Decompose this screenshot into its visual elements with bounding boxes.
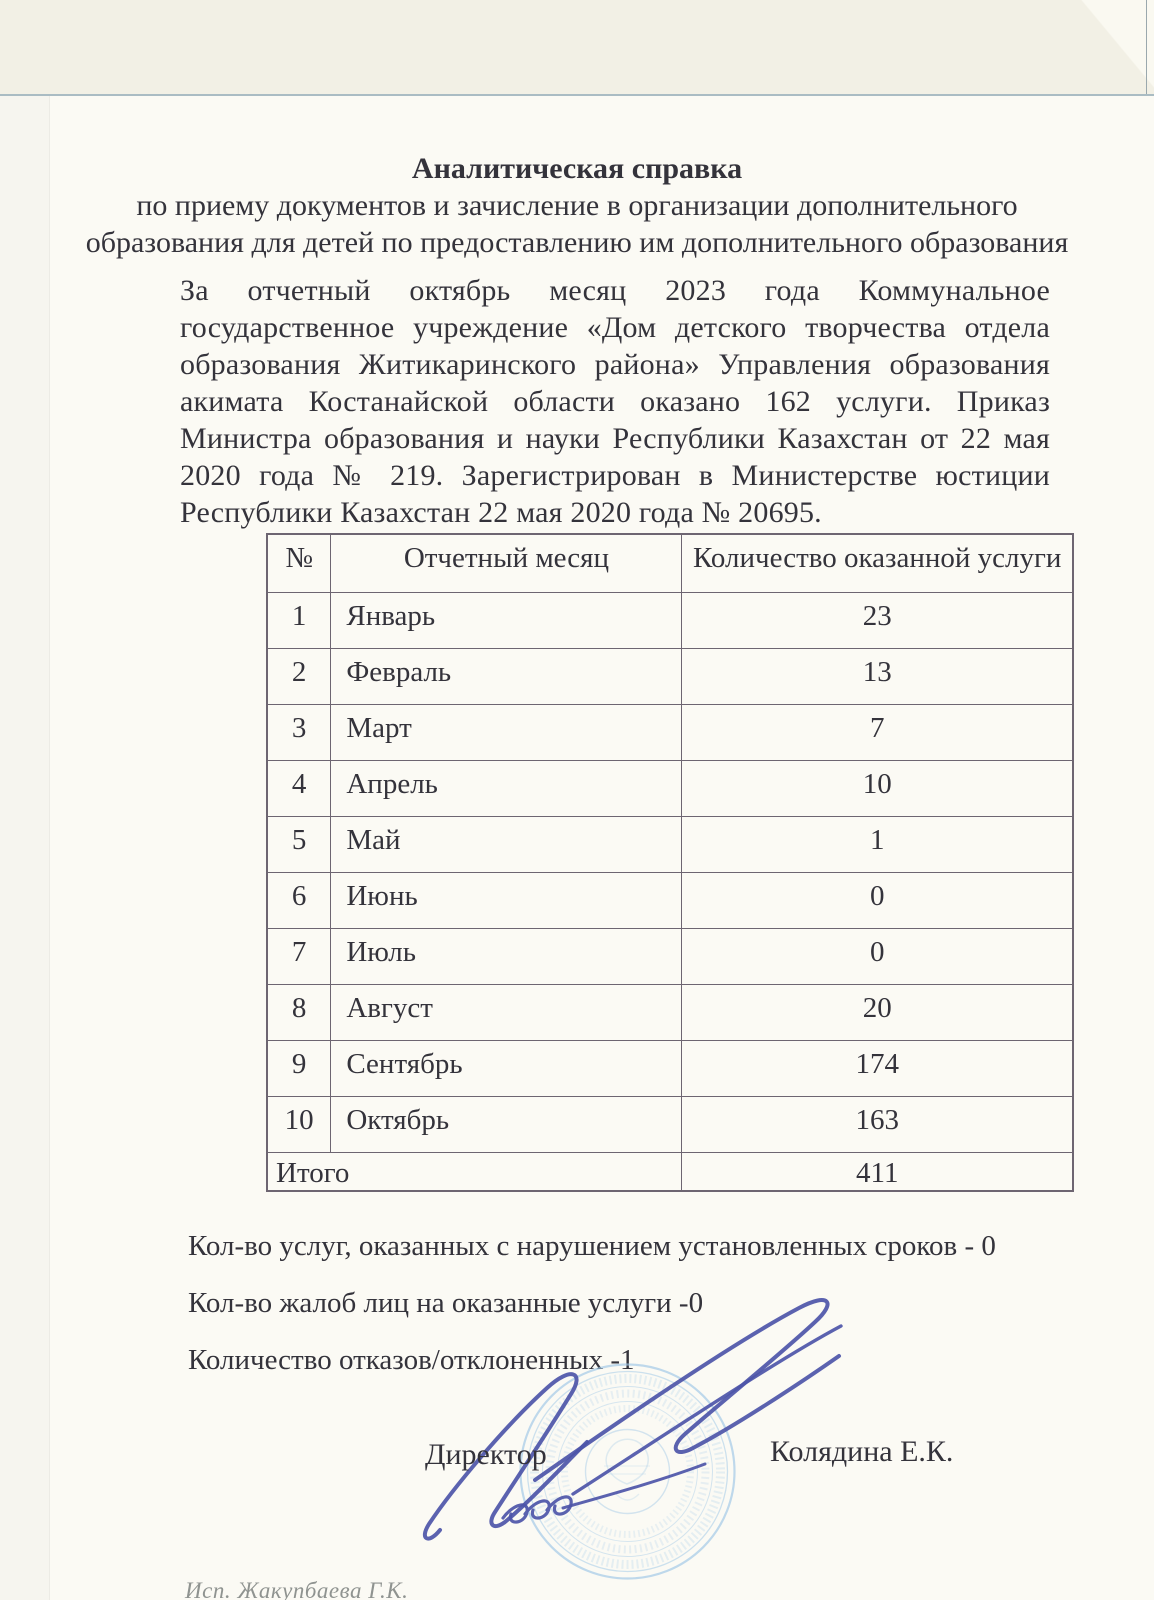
cell-num: 5 xyxy=(266,815,332,873)
cell-count: 13 xyxy=(681,647,1074,705)
cell-num: 2 xyxy=(266,647,332,705)
header-cell-count: Количество оказанной услуги xyxy=(681,533,1074,593)
signature-name-label: Колядина Е.К. xyxy=(770,1435,954,1468)
page-subtitle-line2: образования для детей по предоставлению … xyxy=(85,226,1069,259)
page-edge-line xyxy=(1146,0,1147,94)
table-header-row: № Отчетный месяц Количество оказанной ус… xyxy=(266,533,1074,593)
scanner-top-band xyxy=(0,0,1154,96)
cell-month: Май xyxy=(330,815,683,873)
cell-month: Август xyxy=(330,983,683,1041)
intro-paragraph: За отчетный октябрь месяц 2023 года Комм… xyxy=(180,274,1050,529)
table-row: 5 Май 1 xyxy=(266,815,1074,873)
table-row: 7 Июль 0 xyxy=(266,927,1074,985)
cell-count: 174 xyxy=(681,1039,1074,1097)
cell-month: Февраль xyxy=(330,647,683,705)
scan-left-edge-shade xyxy=(0,96,50,1600)
director-signature xyxy=(422,1298,843,1541)
cell-count: 23 xyxy=(681,591,1074,649)
cell-num: 9 xyxy=(266,1039,332,1097)
page-title: Аналитическая справка xyxy=(411,152,743,185)
cell-month: Март xyxy=(330,703,683,761)
table-row: 10 Октябрь 163 xyxy=(266,1095,1074,1153)
table-row: 6 Июнь 0 xyxy=(266,871,1074,929)
header-cell-num: № xyxy=(266,533,332,593)
cell-num: 1 xyxy=(266,591,332,649)
table-row: 9 Сентябрь 174 xyxy=(266,1039,1074,1097)
cell-month: Июнь xyxy=(330,871,683,929)
note-rejections: Количество отказов/отклоненных -1 xyxy=(188,1344,635,1376)
table-row: 1 Январь 23 xyxy=(266,591,1074,649)
cell-num: 6 xyxy=(266,871,332,929)
page-corner-fold xyxy=(1076,0,1154,94)
cell-count: 163 xyxy=(681,1095,1074,1153)
cell-num: 10 xyxy=(266,1095,332,1153)
table-row: 3 Март 7 xyxy=(266,703,1074,761)
cell-count: 0 xyxy=(681,927,1074,985)
table-row: 4 Апрель 10 xyxy=(266,759,1074,817)
cell-num: 3 xyxy=(266,703,332,761)
table-row: 8 Август 20 xyxy=(266,983,1074,1041)
document-header: Аналитическая справка по приему документ… xyxy=(0,150,1154,261)
note-complaints: Кол-во жалоб лиц на оказанные услуги -0 xyxy=(188,1287,704,1319)
header-cell-month: Отчетный месяц xyxy=(330,533,683,593)
cell-month: Октябрь xyxy=(330,1095,683,1153)
cell-num: 4 xyxy=(266,759,332,817)
cell-month: Январь xyxy=(330,591,683,649)
cell-month: Сентябрь xyxy=(330,1039,683,1097)
table-row: 2 Февраль 13 xyxy=(266,647,1074,705)
table-total-row: Итого 411 xyxy=(266,1151,1074,1191)
signature-role-label: Директор xyxy=(425,1438,547,1471)
page-subtitle-line1: по приему документов и зачисление в орга… xyxy=(136,189,1018,222)
cell-count: 7 xyxy=(681,703,1074,761)
executor-footnote: Исп. Жакупбаева Г.К. xyxy=(185,1578,409,1600)
cell-count: 0 xyxy=(681,871,1074,929)
cell-month: Апрель xyxy=(330,759,683,817)
cell-num: 8 xyxy=(266,983,332,1041)
cell-count: 1 xyxy=(681,815,1074,873)
cell-month: Июль xyxy=(330,927,683,985)
cell-count: 10 xyxy=(681,759,1074,817)
cell-count: 20 xyxy=(681,983,1074,1041)
cell-num: 7 xyxy=(266,927,332,985)
monthly-services-table: № Отчетный месяц Количество оказанной ус… xyxy=(266,533,1074,1192)
note-violations: Кол-во услуг, оказанных с нарушением уст… xyxy=(188,1230,996,1262)
total-label-cell: Итого xyxy=(266,1151,683,1191)
total-value-cell: 411 xyxy=(681,1151,1074,1191)
